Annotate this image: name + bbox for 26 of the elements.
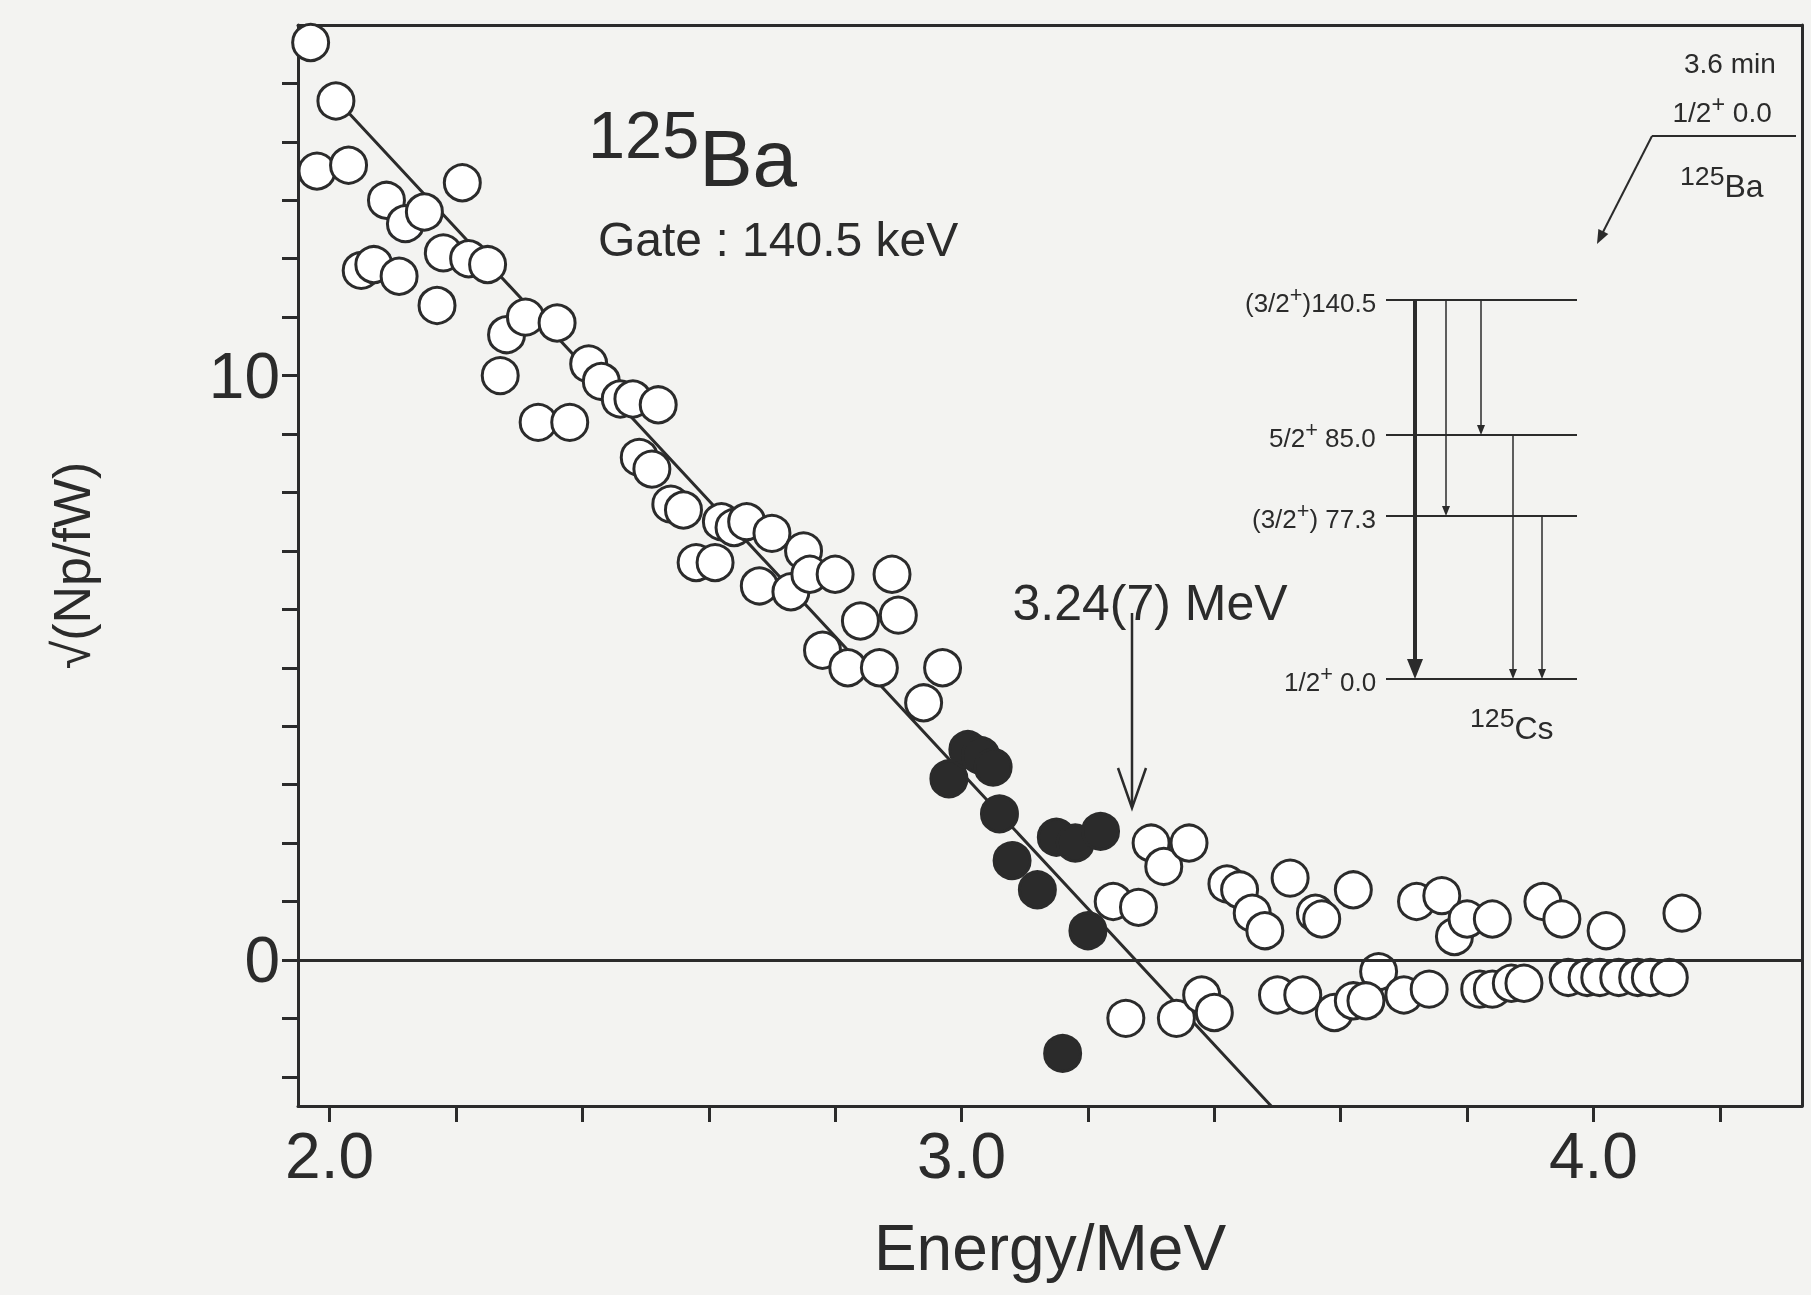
annotation: Gate : 140.5 keV	[598, 213, 959, 266]
y-tick-label: 0	[244, 923, 280, 996]
annotation: 1/2$^{+}$ 0.0	[1284, 661, 1377, 697]
annotation: (3/2$^{+}$) 77.3	[1252, 498, 1376, 534]
point	[992, 841, 1032, 881]
x-tick-label: 3.0	[917, 1120, 1007, 1192]
point	[1081, 811, 1121, 851]
annotation: 3.24(7) MeV	[1012, 575, 1288, 631]
point	[973, 747, 1013, 787]
annotation: $^{125}$Cs	[1470, 702, 1554, 746]
annotation: $^{125}$Ba	[588, 97, 798, 203]
point	[1043, 1033, 1083, 1073]
x-tick-label: 2.0	[285, 1120, 375, 1192]
point	[1068, 911, 1108, 951]
annotation: (3/2$^{+}$)140.5	[1245, 282, 1377, 318]
y-tick-label: 10	[208, 339, 280, 412]
point	[979, 794, 1019, 834]
annotation: $^{125}$Ba	[1680, 160, 1764, 204]
annotation: 5/2$^{+}$ 85.0	[1269, 417, 1376, 453]
y-axis-title: √(Np/fW)	[43, 461, 101, 670]
annotation: 1/2$^{+}$ 0.0	[1672, 91, 1772, 129]
point	[929, 759, 969, 799]
annotation: 3.6 min	[1684, 48, 1776, 79]
point	[1017, 870, 1057, 910]
x-axis-title: Energy/MeV	[873, 1212, 1227, 1284]
x-tick-label: 4.0	[1548, 1120, 1638, 1192]
